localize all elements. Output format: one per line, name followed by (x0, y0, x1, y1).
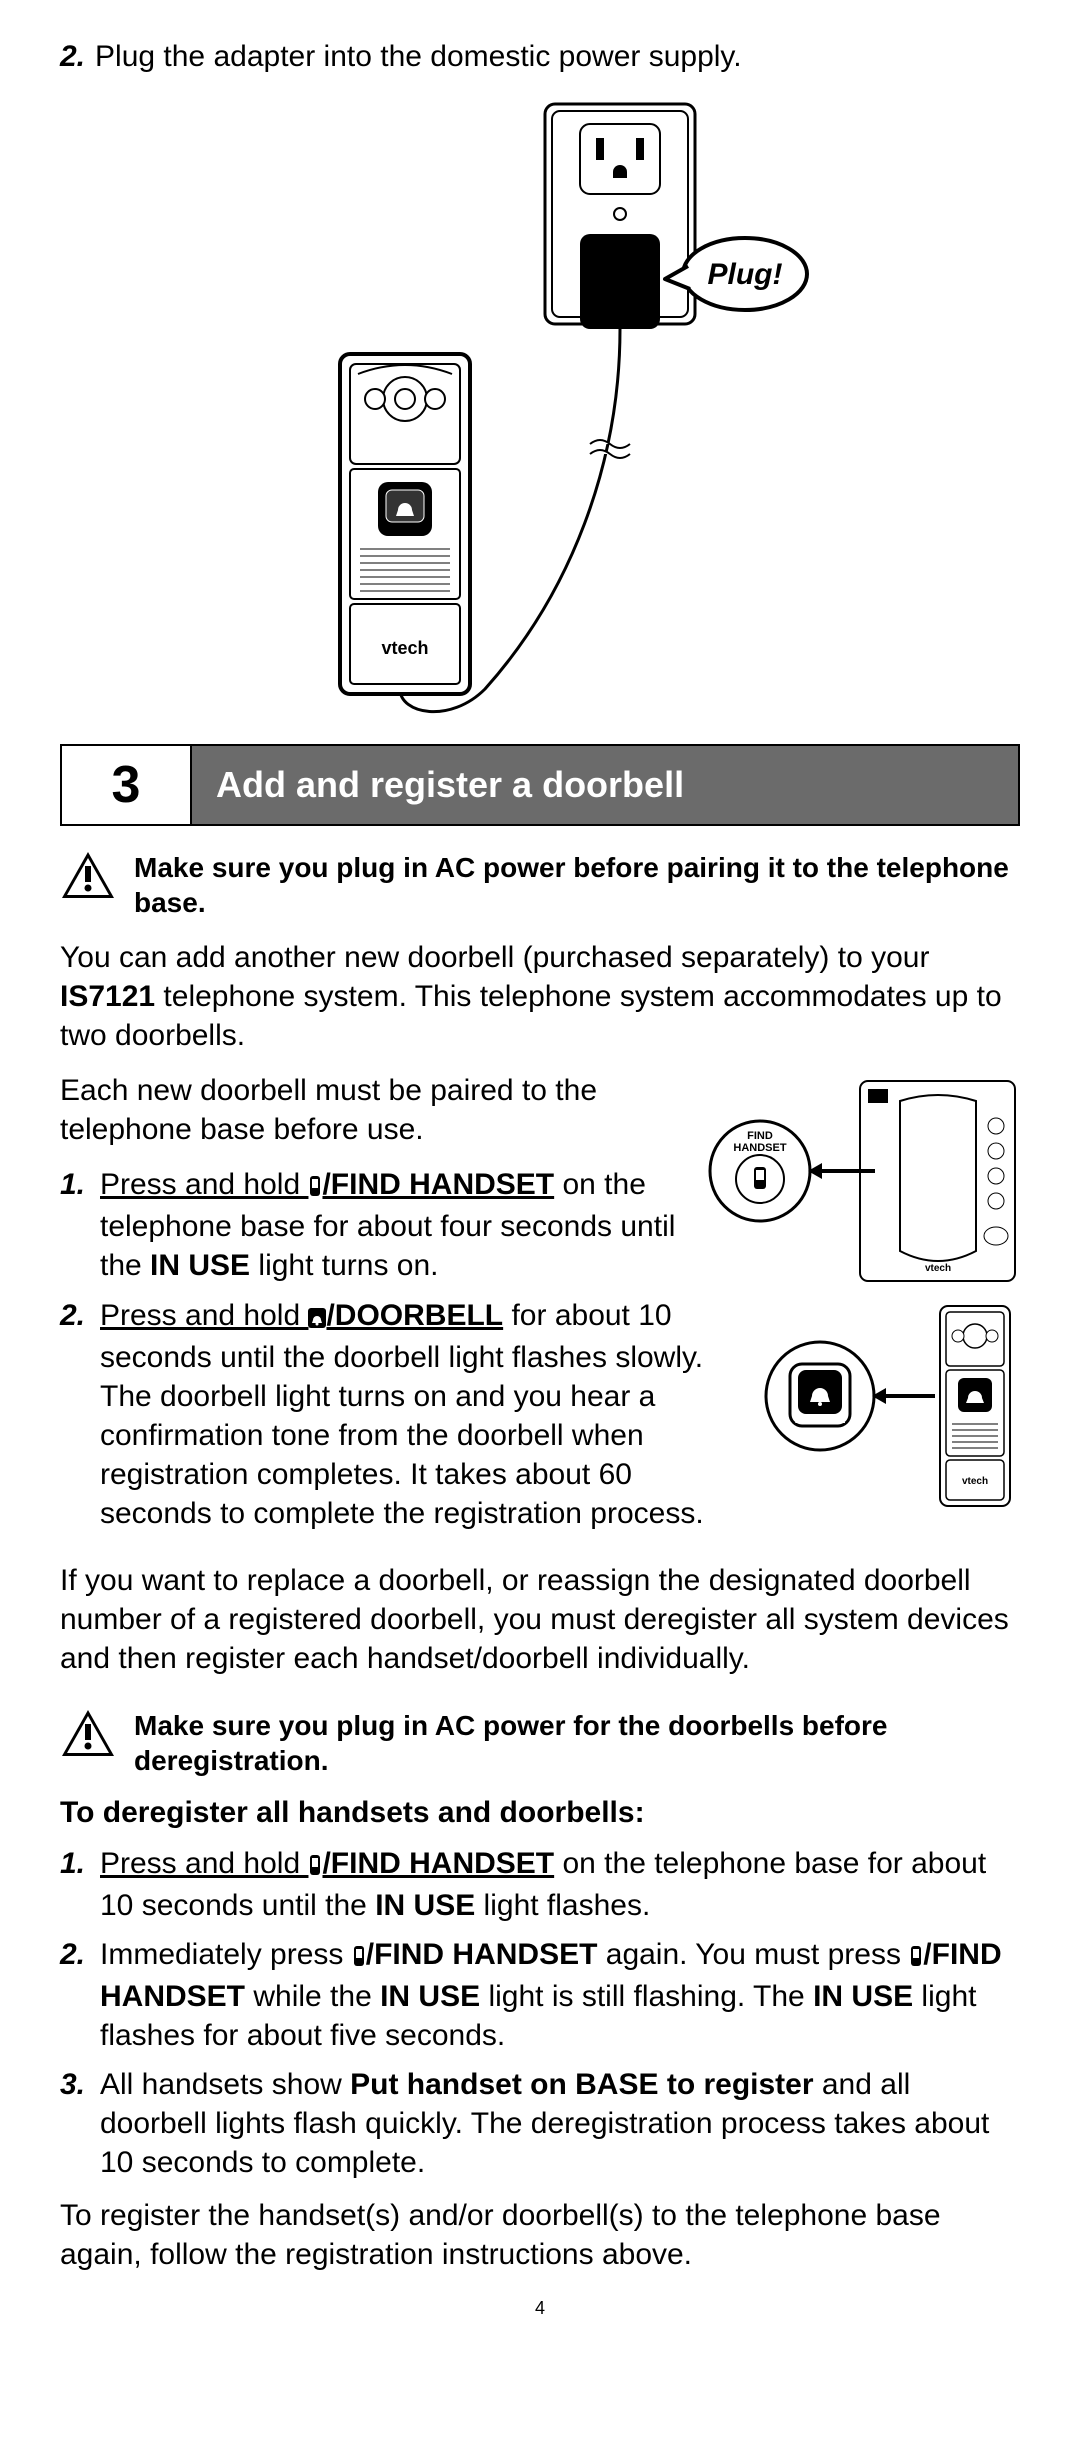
reg-step-2-row: 2. Press and hold /DOORBELL for about 10… (60, 1296, 1020, 1543)
dereg-step-2: 2. Immediately press /FIND HANDSET again… (60, 1935, 1020, 2055)
dereg-step-3: 3. All handsets show Put handset on BASE… (60, 2065, 1020, 2182)
page-number: 4 (60, 2298, 1020, 2319)
doorbell-callout-svg: vtech DOORBELL (760, 1296, 1020, 1526)
reg-step-1-lead: Press and hold (100, 1168, 308, 1201)
dereg-s3-pre: All handsets show (100, 2068, 350, 2101)
handset-icon (352, 1938, 366, 1977)
handset-icon (909, 1938, 923, 1977)
warning-2-text: Make sure you plug in AC power for the d… (134, 1708, 1020, 1778)
intro-pre: You can add another new doorbell (purcha… (60, 941, 929, 974)
dereg-step-1: 1. Press and hold /FIND HANDSET on the t… (60, 1844, 1020, 1925)
dereg-s1-kw1: /FIND HANDSET (322, 1847, 554, 1880)
dereg-s1-rest2: light flashes. (475, 1889, 650, 1922)
plug-illustration: Plug! (60, 94, 1020, 714)
svg-text:vtech: vtech (962, 1476, 988, 1487)
reg-step-2-kw1: /DOORBELL (326, 1299, 503, 1332)
warning-2: Make sure you plug in AC power for the d… (60, 1708, 1020, 1778)
section-3-number: 3 (62, 746, 192, 824)
dereg-step-1-num: 1. (60, 1844, 100, 1925)
intro-paragraph: You can add another new doorbell (purcha… (60, 938, 1020, 1055)
svg-text:vtech: vtech (925, 1263, 951, 1274)
warning-icon (60, 1708, 116, 1758)
reg-step-2: 2. Press and hold /DOORBELL for about 10… (60, 1296, 740, 1533)
handset-icon (308, 1847, 322, 1886)
dereg-s2-kw1: /FIND HANDSET (366, 1938, 598, 1971)
base-illustration-svg: vtech FIND HANDSET (700, 1071, 1020, 1291)
dereg-s2-mid2: while the (245, 1980, 380, 2013)
dereg-step-2-num: 2. (60, 1935, 100, 2055)
final-paragraph: To register the handset(s) and/or doorbe… (60, 2196, 1020, 2274)
warning-1-text: Make sure you plug in AC power before pa… (134, 850, 1020, 920)
dereg-s1-lead: Press and hold (100, 1847, 308, 1880)
intro-post: telephone system. This telephone system … (60, 980, 1002, 1052)
dereg-s2-pre: Immediately press (100, 1938, 352, 1971)
svg-text:DOORBELL: DOORBELL (795, 1415, 846, 1425)
bell-icon (308, 1299, 326, 1338)
warning-icon (60, 850, 116, 900)
reg-step-2-rest1: for about 10 seconds until the doorbell … (100, 1299, 704, 1530)
step-2-text: Plug the adapter into the domestic power… (95, 40, 742, 73)
registration-steps: 1. Press and hold /FIND HANDSET on the t… (60, 1165, 680, 1285)
deregister-steps: 1. Press and hold /FIND HANDSET on the t… (60, 1844, 1020, 2182)
pair-row: Each new doorbell must be paired to the … (60, 1071, 1020, 1296)
reg-step-2-num: 2. (60, 1296, 100, 1533)
reg-step-2-lead: Press and hold (100, 1299, 308, 1332)
dereg-step-3-num: 3. (60, 2065, 100, 2182)
warning-1: Make sure you plug in AC power before pa… (60, 850, 1020, 920)
step-2-number: 2. (60, 40, 85, 73)
intro-model: IS7121 (60, 980, 155, 1013)
reg-step-1-rest2: light turns on. (250, 1249, 438, 1282)
handset-icon (308, 1168, 322, 1207)
dereg-s2-mid3: light is still flashing. The (480, 1980, 813, 2013)
deregister-heading: To deregister all handsets and doorbells… (60, 1796, 1020, 1830)
reg-step-1-kw1: /FIND HANDSET (322, 1168, 554, 1201)
svg-text:FIND: FIND (747, 1130, 773, 1142)
replace-paragraph: If you want to replace a doorbell, or re… (60, 1561, 1020, 1678)
reg-step-1-kw2: IN USE (150, 1249, 250, 1282)
dereg-s1-kw2: IN USE (375, 1889, 475, 1922)
top-illustration-svg: Plug! (270, 94, 810, 714)
svg-text:HANDSET: HANDSET (733, 1142, 786, 1154)
page-container: 2. Plug the adapter into the domestic pow… (0, 0, 1080, 2339)
doorbell-illustration: vtech (340, 354, 470, 694)
doorbell-callout-col: vtech DOORBELL (760, 1296, 1020, 1531)
section-3-header: 3 Add and register a doorbell (60, 744, 1020, 826)
dereg-s2-kw4: IN USE (813, 1980, 913, 2013)
pair-paragraph: Each new doorbell must be paired to the … (60, 1071, 680, 1149)
base-illustration-col: vtech FIND HANDSET (700, 1071, 1020, 1296)
reg-step-1: 1. Press and hold /FIND HANDSET on the t… (60, 1165, 680, 1285)
plug-callout-text: Plug! (708, 258, 783, 291)
step-2-line: 2. Plug the adapter into the domestic pow… (60, 40, 1020, 74)
section-3-title: Add and register a doorbell (192, 746, 1018, 824)
dereg-s2-mid1: again. You must press (597, 1938, 909, 1971)
dereg-s3-kw1: Put handset on BASE to register (350, 2068, 813, 2101)
dereg-s2-kw3: IN USE (380, 1980, 480, 2013)
reg-step-1-num: 1. (60, 1165, 100, 1285)
brand-label: vtech (381, 638, 428, 658)
